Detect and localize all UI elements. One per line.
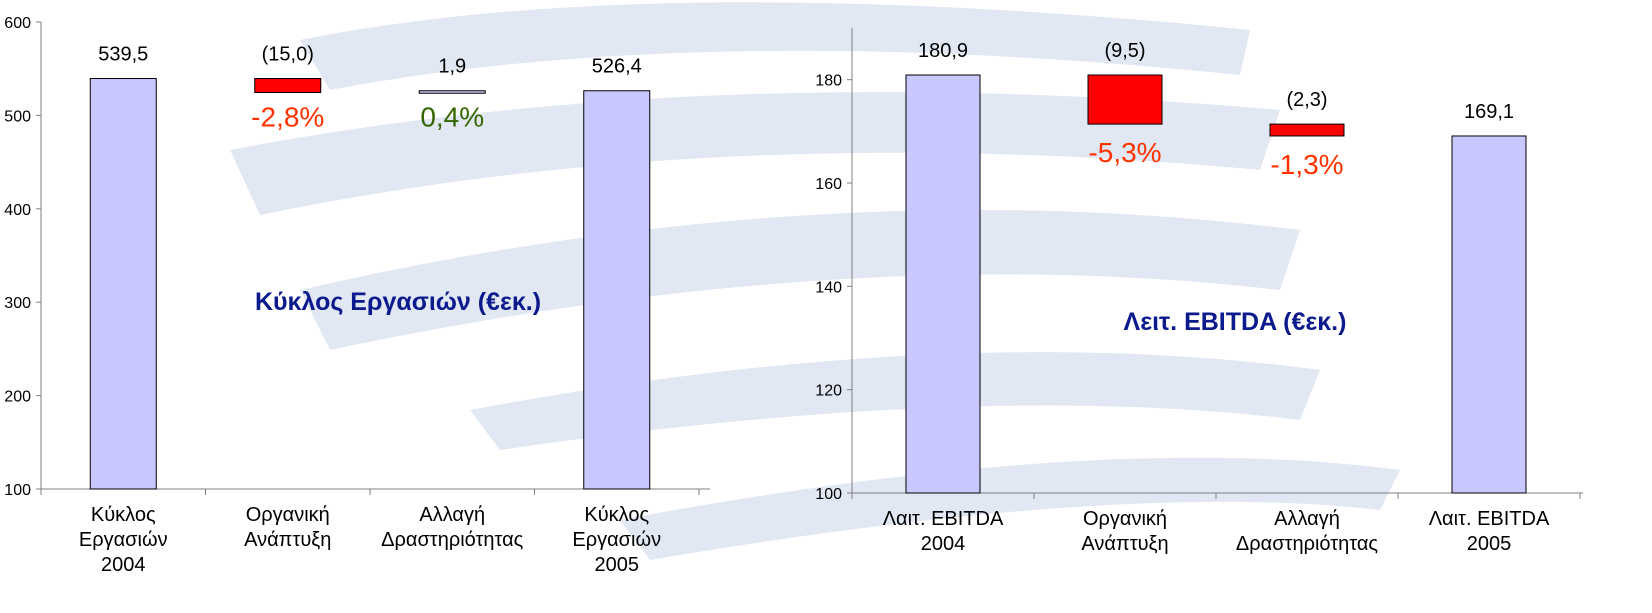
bar-total bbox=[905, 74, 981, 494]
x-category-label: Οργανική bbox=[1083, 508, 1167, 530]
bar-total bbox=[89, 78, 157, 490]
bar-decrease bbox=[1087, 74, 1163, 125]
bar-value-label: 180,9 bbox=[918, 40, 968, 62]
y-tick-label: 160 bbox=[815, 176, 842, 193]
revenue-waterfall-chart: 100 200 300 400 500 600 539,5 Κύκλος Εργασιών 200… bbox=[4, 15, 710, 576]
y-tick-label: 100 bbox=[4, 482, 31, 499]
bar-value-label: 1,9 bbox=[438, 56, 466, 78]
y-tick-label: 500 bbox=[4, 108, 31, 125]
chart-title: Λειτ. EBITDA (€εκ.) bbox=[1124, 308, 1347, 336]
bar-value-label: (15,0) bbox=[262, 44, 314, 66]
bar-value-label: 539,5 bbox=[98, 44, 148, 66]
watermark-stroke bbox=[620, 457, 1400, 560]
bar-value-label: (9,5) bbox=[1104, 40, 1145, 62]
x-category-label: Δραστηριότητας bbox=[381, 529, 524, 551]
bar-percent-label: -5,3% bbox=[1088, 137, 1161, 168]
ebitda-waterfall-chart: 100 120 140 160 180 180,9 Λαιτ. EBITDA 2004 (9,5… bbox=[815, 28, 1583, 555]
bar-value-label: (2,3) bbox=[1286, 89, 1327, 111]
x-category-label: Κύκλος bbox=[91, 504, 156, 526]
x-category-label: Λαιτ. EBITDA bbox=[883, 508, 1004, 530]
y-tick-label: 180 bbox=[815, 73, 842, 90]
x-category-label: Εργασιών bbox=[572, 529, 661, 551]
watermark-stroke bbox=[230, 92, 1280, 215]
x-category-label: Κύκλος bbox=[584, 504, 649, 526]
watermark-stroke bbox=[300, 2, 1250, 90]
y-tick-label: 300 bbox=[4, 295, 31, 312]
bar-value-label: 526,4 bbox=[592, 56, 642, 78]
x-category-label: Ανάπτυξη bbox=[244, 529, 331, 551]
x-category-label: Λαιτ. EBITDA bbox=[1429, 508, 1550, 530]
x-category-label: 2004 bbox=[101, 554, 146, 576]
y-tick-label: 600 bbox=[4, 15, 31, 32]
y-tick-label: 200 bbox=[4, 389, 31, 406]
bar-total bbox=[583, 90, 651, 490]
x-category-label: 2005 bbox=[595, 554, 640, 576]
x-category-label: Αλλαγή bbox=[419, 504, 485, 526]
chart-title: Κύκλος Εργασιών (€εκ.) bbox=[255, 288, 541, 316]
x-category-label: 2005 bbox=[1467, 533, 1512, 555]
bar-total bbox=[1451, 135, 1527, 494]
bar-value-label: 169,1 bbox=[1464, 101, 1514, 123]
x-category-label: 2004 bbox=[921, 533, 966, 555]
y-tick-label: 120 bbox=[815, 383, 842, 400]
y-tick-label: 140 bbox=[815, 279, 842, 296]
x-category-label: Αλλαγή bbox=[1274, 508, 1340, 530]
x-category-label: Ανάπτυξη bbox=[1081, 533, 1168, 555]
watermark-stroke bbox=[470, 352, 1320, 450]
x-category-label: Δραστηριότητας bbox=[1236, 533, 1379, 555]
bar-percent-label: -2,8% bbox=[251, 102, 324, 133]
bar-increase bbox=[418, 90, 486, 94]
bar-percent-label: 0,4% bbox=[420, 102, 484, 133]
x-category-label: Οργανική bbox=[246, 504, 330, 526]
watermark-swoosh bbox=[230, 2, 1400, 560]
watermark-stroke bbox=[300, 210, 1300, 350]
x-category-label: Εργασιών bbox=[79, 529, 168, 551]
y-tick-label: 400 bbox=[4, 202, 31, 219]
bar-decrease bbox=[254, 78, 322, 94]
bar-percent-label: -1,3% bbox=[1270, 149, 1343, 180]
bar-decrease bbox=[1269, 123, 1345, 137]
y-tick-label: 100 bbox=[815, 486, 842, 503]
